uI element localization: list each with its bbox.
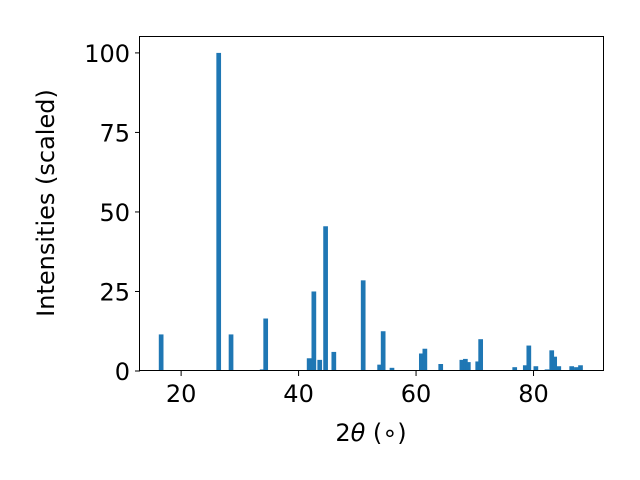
x-axis-label-prefix: 2 <box>335 419 350 447</box>
bar <box>389 367 395 371</box>
bar <box>533 366 539 371</box>
bar <box>311 291 317 371</box>
bar <box>549 350 555 371</box>
bar <box>306 358 312 371</box>
y-axis-label: Intensities (scaled) <box>32 89 60 317</box>
plot-frame <box>139 36 604 371</box>
bar <box>526 345 532 371</box>
bar <box>522 365 528 371</box>
x-tick-label: 20 <box>166 380 197 408</box>
bar <box>459 359 465 371</box>
x-tick-label: 40 <box>283 380 314 408</box>
x-tick-label: 60 <box>401 380 432 408</box>
bar <box>574 367 579 371</box>
bar <box>263 318 269 371</box>
x-tick-label: 80 <box>518 380 549 408</box>
bar <box>569 366 575 371</box>
bar <box>380 331 386 371</box>
bar <box>228 334 234 371</box>
bar <box>216 52 222 372</box>
bar <box>317 359 323 371</box>
x-axis-label-unit: (∘) <box>365 419 406 447</box>
bars-group <box>158 52 583 372</box>
bar <box>422 348 428 371</box>
y-tick-label: 25 <box>99 278 130 306</box>
y-tick-label: 50 <box>99 199 130 227</box>
bar <box>438 364 444 371</box>
bar <box>158 334 164 371</box>
bar <box>331 351 337 371</box>
bar <box>418 353 424 371</box>
bar <box>465 362 471 371</box>
x-axis-label: 2θ (∘) <box>335 419 406 447</box>
bar <box>556 366 562 371</box>
bar <box>512 367 518 371</box>
bar <box>578 365 583 371</box>
bar <box>360 280 366 371</box>
bar <box>552 356 558 371</box>
bar <box>478 339 484 371</box>
y-tick-label: 75 <box>99 119 130 147</box>
bar <box>475 361 481 371</box>
bar <box>463 358 468 371</box>
y-tick-label: 0 <box>115 358 130 386</box>
x-axis: 20 40 60 80 <box>166 371 549 408</box>
bar <box>377 364 382 371</box>
bar <box>323 226 328 371</box>
y-axis: 0 25 50 75 100 <box>84 40 140 386</box>
x-axis-label-theta: θ <box>351 419 366 447</box>
y-tick-label: 100 <box>84 40 130 68</box>
